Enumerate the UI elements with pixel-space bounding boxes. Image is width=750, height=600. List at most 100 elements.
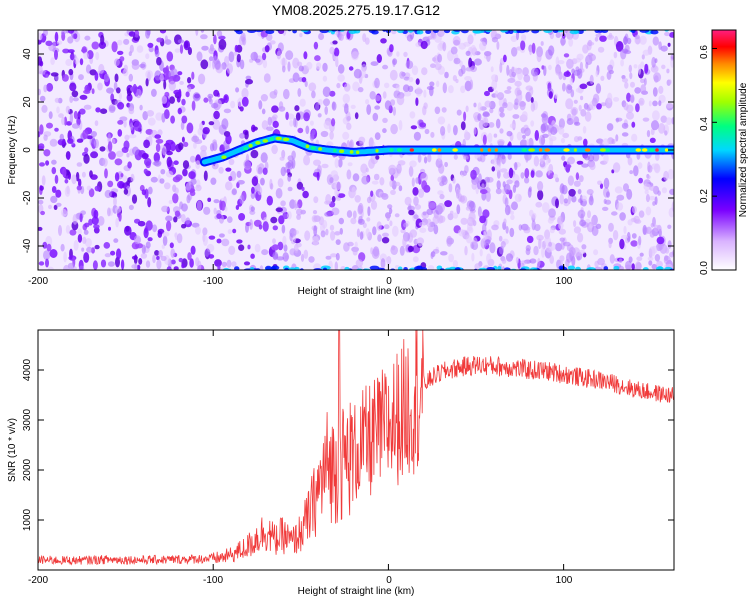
spectrogram-cell: [77, 234, 83, 243]
spectrogram-cell: [61, 117, 66, 125]
spectrogram-cell: [437, 30, 445, 37]
spectrogram-cell: [41, 104, 48, 113]
band-edge-cell: [668, 268, 674, 270]
spectrogram-cell: [181, 213, 186, 223]
spectrogram-cell: [531, 220, 536, 231]
spectrogram-cell: [501, 154, 506, 160]
spectrogram-cell: [83, 89, 91, 94]
band-edge-cell: [543, 30, 553, 33]
spectrogram-cell: [308, 82, 317, 92]
spectrogram-cell: [218, 166, 224, 174]
spectrogram-cell: [355, 259, 364, 267]
spectrogram-cell: [633, 215, 640, 224]
spectrogram-cell: [182, 168, 188, 177]
spectrogram-cell: [592, 152, 600, 162]
spectrogram-cell: [562, 132, 570, 139]
spectrogram-cell: [464, 76, 472, 81]
band-edge-cell: [294, 266, 300, 270]
spectrogram-cell: [415, 78, 420, 85]
spectrogram-cell: [432, 215, 440, 225]
spectrogram-cell: [166, 266, 172, 270]
spectrogram-cell: [372, 226, 377, 236]
spectrogram-cell: [584, 111, 592, 122]
spectrogram-cell: [453, 125, 458, 136]
spectrogram-cell: [133, 121, 142, 132]
spectrogram-cell: [64, 186, 71, 197]
spectrogram-cell: [99, 146, 106, 152]
spectrogram-cell: [163, 109, 170, 120]
spectrogram-cell: [404, 196, 412, 206]
spectrogram-cell: [477, 113, 482, 121]
spectrogram-cell: [423, 89, 427, 98]
spectrogram-cell: [491, 158, 498, 165]
spectrogram-cell: [65, 225, 71, 234]
spectrogram-cell: [426, 208, 434, 216]
spectrogram-cell: [468, 57, 473, 69]
spectrogram-cell: [201, 45, 209, 51]
spectrogram-cell: [278, 101, 284, 109]
spectrogram-cell: [390, 189, 396, 195]
spectrogram-cell: [664, 130, 668, 136]
spectrogram-cell: [272, 225, 278, 231]
spectrogram-cell: [578, 104, 582, 112]
spectrogram-cell: [143, 139, 151, 149]
spectrogram-cell: [53, 204, 58, 210]
spectrogram-cell: [483, 117, 489, 127]
spectrogram-cell: [310, 135, 315, 140]
spectrogram-cell: [76, 185, 83, 191]
spectrogram-cell: [485, 191, 491, 203]
spectrogram-cell: [377, 234, 382, 242]
spectrogram-cell: [390, 245, 399, 255]
spectrogram-cell: [165, 65, 169, 75]
spectrogram-cell: [654, 163, 660, 173]
spectrogram-cell: [660, 45, 668, 52]
spectrogram-cell: [559, 255, 565, 262]
spectrogram-cell: [124, 225, 132, 236]
spectrogram-cell: [81, 247, 85, 252]
spectrogram-cell: [667, 224, 672, 229]
spectrogram-cell: [382, 232, 389, 237]
spectrogram-cell: [311, 215, 318, 223]
spectrogram-cell: [298, 65, 304, 72]
spectrogram-cell: [473, 102, 477, 108]
colorbar: 0.0 0.2 0.4 0.6 Normalized spectral ampl…: [699, 29, 749, 275]
spectrogram-cell: [138, 258, 143, 265]
spectrogram-cell: [54, 49, 58, 60]
spectrogram-cell: [525, 154, 529, 163]
spectrogram-cell: [170, 115, 176, 124]
spectrogram-cell: [392, 106, 396, 116]
spectrogram-cell: [444, 161, 448, 168]
spectrogram-cell: [292, 72, 300, 83]
spectrogram-cell: [498, 235, 503, 242]
spectrogram-cell: [168, 199, 173, 205]
spectrogram-cell: [317, 99, 323, 106]
spectrogram-cell: [202, 227, 208, 236]
spectrogram-cell: [66, 152, 70, 160]
spectrogram-cell: [669, 251, 674, 258]
spectrogram-cell: [456, 204, 461, 215]
band-edge-cell: [473, 30, 480, 34]
spectrogram-cell: [161, 205, 169, 213]
band-edge-cell: [444, 267, 452, 270]
spectrogram-cell: [540, 123, 546, 134]
spectrogram-cell: [423, 156, 428, 164]
spectrogram-cell: [118, 211, 122, 222]
spectrogram-cell: [541, 114, 549, 125]
spectrogram-cell: [170, 248, 176, 258]
spectrogram-cell: [555, 177, 560, 183]
top-xtick-label: 0: [386, 276, 392, 287]
spectrogram-cell: [480, 37, 487, 43]
spectrogram-cell: [322, 75, 328, 82]
spectrogram-cell: [296, 181, 304, 190]
spectrogram-cell: [438, 215, 446, 223]
spectrogram-cell: [266, 195, 273, 206]
spectrogram-cell: [250, 51, 259, 61]
spectrogram-cell: [390, 123, 398, 135]
spectrogram-cell: [330, 170, 339, 179]
spectrogram-cell: [456, 109, 462, 116]
spectrogram-cell: [627, 219, 633, 226]
spectrogram-cell: [651, 263, 657, 270]
spectrogram-cell: [346, 169, 352, 180]
spectrogram-cell: [320, 130, 329, 138]
spectrogram-cell: [368, 158, 375, 169]
